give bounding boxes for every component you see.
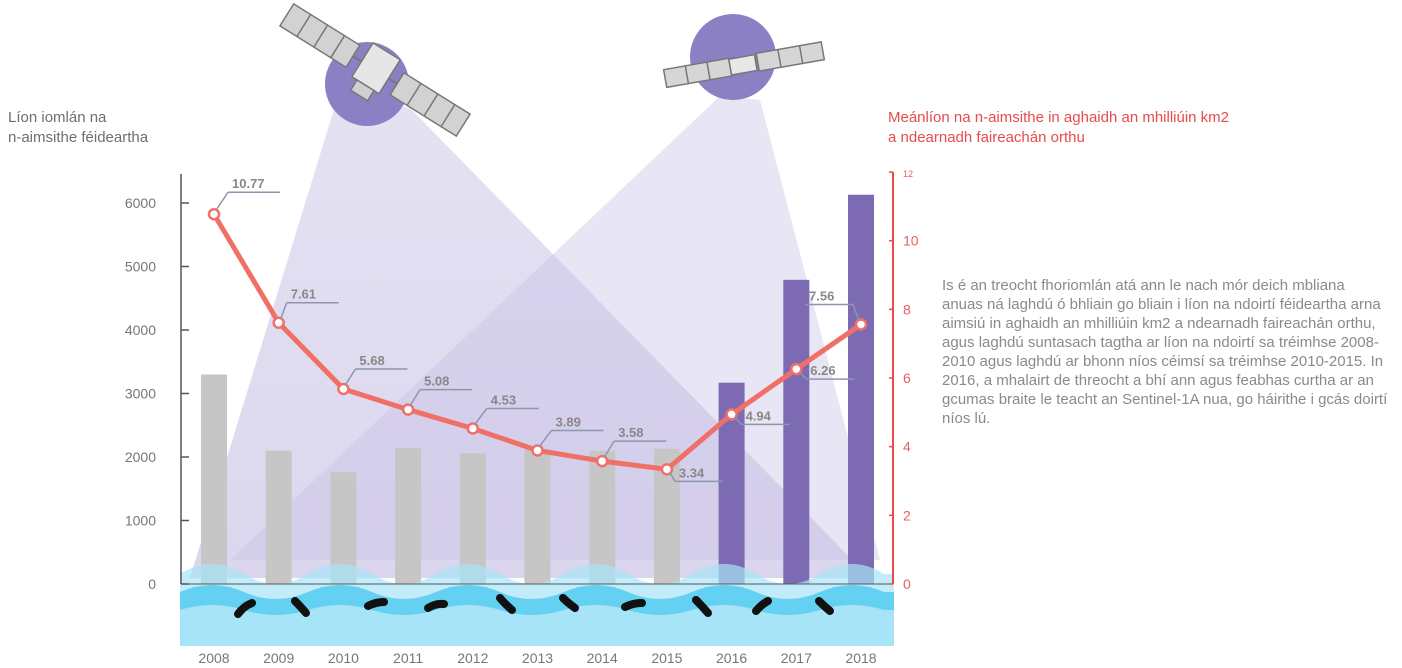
svg-text:7.56: 7.56 bbox=[809, 288, 834, 303]
bar-2008 bbox=[201, 374, 227, 584]
right-tick-label: 10 bbox=[903, 233, 919, 249]
x-tick-label: 2015 bbox=[651, 650, 682, 666]
x-tick-label: 2011 bbox=[393, 650, 423, 666]
line-point-2008 bbox=[207, 207, 221, 221]
x-tick-label: 2017 bbox=[781, 650, 812, 666]
line-data-label: 5.08 bbox=[409, 374, 473, 406]
bar-2013 bbox=[524, 449, 551, 584]
left-tick-label: 6000 bbox=[125, 195, 156, 211]
water-waves bbox=[180, 564, 894, 646]
svg-text:4.53: 4.53 bbox=[491, 392, 516, 407]
line-data-label: 7.56 bbox=[805, 288, 860, 321]
x-tick-label: 2016 bbox=[716, 650, 747, 666]
left-tick-label: 4000 bbox=[125, 322, 156, 338]
x-tick-label: 2009 bbox=[263, 650, 294, 666]
x-tick-label: 2008 bbox=[198, 650, 229, 666]
left-axis-title: Líon iomlán na n-aimsithe féideartha bbox=[8, 108, 268, 148]
left-axis-ticks: 0 1000 2000 3000 4000 5000 6000 bbox=[125, 195, 189, 592]
line-point-2015 bbox=[660, 463, 674, 476]
left-tick-label: 3000 bbox=[125, 386, 156, 402]
left-tick-label: 2000 bbox=[125, 449, 156, 465]
x-tick-label: 2013 bbox=[522, 650, 553, 666]
svg-text:4.94: 4.94 bbox=[746, 408, 772, 423]
line-data-label: 4.53 bbox=[474, 392, 539, 425]
left-axis-title-line: Líon iomlán na bbox=[8, 109, 107, 126]
line-point-2017 bbox=[790, 362, 803, 376]
oil-spill-marks bbox=[234, 594, 834, 618]
svg-text:7.61: 7.61 bbox=[291, 287, 316, 302]
bar-2012 bbox=[459, 453, 486, 584]
line-points bbox=[207, 207, 868, 476]
x-tick-label: 2018 bbox=[845, 650, 876, 666]
left-tick-label: 0 bbox=[148, 576, 156, 592]
line-point-2014 bbox=[595, 454, 609, 468]
right-axis-ticks: 0 2 4 6 8 10 12 bbox=[889, 169, 919, 592]
line-point-2011 bbox=[401, 403, 415, 416]
line-labels: 10.77 7.61 5.68 5.08 4.53 3.89 3.58 3.34 4.94 6.2… bbox=[215, 176, 860, 483]
right-tick-label: 4 bbox=[903, 439, 911, 455]
bar-2009 bbox=[265, 450, 292, 584]
bar-2018 bbox=[848, 194, 874, 584]
satellite-beam-right bbox=[230, 96, 880, 560]
svg-text:6.26: 6.26 bbox=[810, 363, 835, 378]
bar-2014 bbox=[589, 450, 616, 584]
line-point-2013 bbox=[531, 444, 544, 457]
bar-series bbox=[201, 194, 874, 584]
x-tick-label: 2010 bbox=[328, 650, 359, 666]
svg-text:5.08: 5.08 bbox=[424, 374, 449, 389]
chart-note: Is é an treocht fhoriomlán atá ann le na… bbox=[942, 277, 1388, 427]
right-tick-label: 2 bbox=[903, 507, 911, 523]
line-data-label: 3.89 bbox=[538, 414, 604, 447]
right-axis-title: Meánlíon na n-aimsithe in aghaidh an mhi… bbox=[888, 108, 1358, 148]
svg-text:3.34: 3.34 bbox=[679, 465, 705, 480]
x-axis-ticks: 2008 2009 2010 2011 2012 2013 2014 2015 2016 2017… bbox=[198, 650, 876, 666]
line-data-label: 5.68 bbox=[344, 353, 408, 386]
line-data-label: 7.61 bbox=[279, 287, 339, 319]
svg-text:3.58: 3.58 bbox=[618, 425, 643, 440]
line-point-2012 bbox=[466, 422, 480, 435]
line-point-2009 bbox=[272, 316, 285, 329]
x-tick-label: 2014 bbox=[587, 650, 618, 666]
bar-2017 bbox=[783, 279, 810, 584]
line-point-2018 bbox=[854, 318, 868, 331]
line-point-2016 bbox=[725, 408, 738, 421]
line-data-label: 3.34 bbox=[669, 465, 723, 483]
line-data-label: 4.94 bbox=[734, 408, 790, 426]
svg-text:5.68: 5.68 bbox=[359, 353, 384, 368]
bar-2011 bbox=[395, 448, 422, 584]
x-tick-label: 2012 bbox=[457, 650, 488, 666]
line-data-label: 3.58 bbox=[603, 425, 667, 458]
left-axis-title-line: n-aimsithe féideartha bbox=[8, 129, 149, 146]
satellite-icon-left bbox=[278, 2, 472, 138]
right-tick-label: 8 bbox=[903, 301, 911, 317]
svg-text:10.77: 10.77 bbox=[232, 176, 265, 191]
right-tick-label: 0 bbox=[903, 576, 911, 592]
line-data-label: 10.77 bbox=[215, 176, 280, 211]
line-data-label: 6.26 bbox=[798, 363, 855, 380]
satellite-beam-left bbox=[190, 96, 870, 578]
left-tick-label: 5000 bbox=[125, 259, 156, 275]
satellite-icon-right bbox=[662, 14, 826, 100]
right-axis-title-line: a ndearnadh faireachán orthu bbox=[888, 129, 1085, 146]
left-tick-label: 1000 bbox=[125, 513, 156, 529]
right-axis-title-line: Meánlíon na n-aimsithe in aghaidh an mhi… bbox=[888, 109, 1230, 126]
line-point-2010 bbox=[337, 382, 350, 396]
right-tick-label: 12 bbox=[903, 169, 913, 179]
right-tick-label: 6 bbox=[903, 370, 911, 386]
svg-text:3.89: 3.89 bbox=[556, 414, 581, 429]
